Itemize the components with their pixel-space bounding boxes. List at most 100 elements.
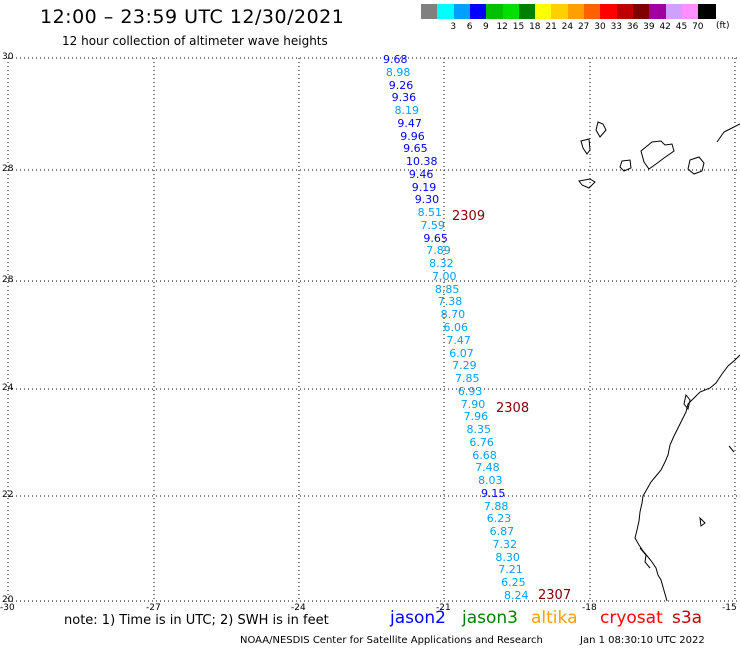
scale-label: 39 (643, 22, 655, 32)
wave-height-label: 7.85 (455, 372, 480, 386)
scale-label: 6 (466, 22, 473, 32)
wave-height-label: 6.93 (457, 384, 483, 398)
lat-label-22: 22 (2, 490, 14, 500)
lon-label-m18: -18 (582, 603, 597, 613)
scale-swatch (649, 4, 668, 19)
wave-height-label: 9.30 (414, 193, 440, 207)
bay (639, 547, 651, 569)
generated-timestamp: Jan 1 08:30:10 UTC 2022 (580, 635, 705, 646)
lat-lon-grid (7, 57, 740, 602)
scale-swatch (600, 4, 619, 19)
pass-label-2307: 2307 (538, 588, 572, 603)
lon-label-m30: -30 (0, 603, 15, 613)
pass-label-2309: 2309 (452, 209, 486, 224)
island-la-palma (580, 138, 591, 155)
wave-height-label: 7.21 (498, 563, 523, 577)
island-tenerife (640, 140, 675, 170)
scale-label: 70 (692, 22, 704, 32)
scale-swatch (632, 4, 651, 19)
island-gran-canaria (687, 156, 705, 175)
wave-height-label: 8.98 (385, 65, 411, 79)
wave-height-label: 8.51 (417, 206, 443, 220)
wave-height-label: 9.65 (403, 142, 428, 156)
scale-swatch (535, 4, 554, 19)
island-lanzarote (595, 121, 607, 138)
island-la-gomera (619, 159, 632, 172)
scale-swatch (518, 4, 537, 19)
wave-height-label: 9.36 (391, 91, 417, 105)
scale-swatch (453, 4, 472, 19)
map-title: 12:00 – 23:59 UTC 12/30/2021 (40, 6, 345, 28)
scale-label: 30 (594, 22, 606, 32)
island-hierro (578, 178, 596, 189)
lon-label-m15: -15 (722, 603, 737, 613)
scale-label: 36 (626, 22, 639, 32)
wave-height-label: 6.07 (449, 346, 474, 360)
wave-height-label: 8.35 (466, 423, 492, 437)
wave-height-label: 7.29 (452, 359, 477, 373)
map-subtitle: 12 hour collection of altimeter wave hei… (62, 34, 328, 48)
scale-swatch (421, 4, 439, 19)
lat-label-28b: 28 (2, 275, 14, 285)
scale-swatch (567, 4, 586, 19)
credit-text: NOAA/NESDIS Center for Satellite Applica… (240, 635, 543, 646)
footer-note: note: 1) Time is in UTC; 2) SWH is in fe… (64, 613, 329, 628)
scale-swatch (616, 4, 635, 19)
wave-height-label: 8.85 (434, 282, 460, 296)
wave-height-label: 7.00 (431, 269, 457, 283)
wave-height-label: 8.32 (429, 257, 454, 271)
scale-label: 33 (610, 22, 623, 32)
scale-swatch (681, 4, 700, 19)
wave-height-label: 8.03 (478, 474, 503, 488)
coastline (578, 121, 740, 602)
wave-height-label: 10.38 (406, 155, 438, 169)
wave-height-label: 7.96 (463, 410, 489, 424)
wave-height-label: 6.06 (443, 321, 469, 334)
scale-label: 42 (659, 22, 671, 32)
scale-swatch (584, 4, 602, 19)
wave-height-label: 9.46 (408, 167, 434, 181)
island-fuerteventura (716, 123, 740, 143)
satellite-jason2: jason2 (390, 608, 446, 628)
wave-height-label: 8.24 (504, 589, 529, 602)
satellite-altika: altika (531, 608, 578, 628)
scale-swatch (486, 4, 505, 19)
african-coast (634, 354, 740, 602)
scale-swatch (665, 4, 684, 19)
satellite-jason3: jason3 (462, 608, 518, 628)
wave-height-label: 8.70 (440, 308, 466, 322)
wave-height-label: 9.47 (397, 116, 422, 130)
scale-label: 12 (496, 22, 508, 32)
wave-height-label: 6.23 (486, 512, 512, 526)
wave-height-label: 7.48 (475, 461, 500, 475)
island-small-1 (699, 516, 706, 527)
scale-label: 9 (483, 22, 489, 32)
satellite-s3a: s3a (672, 608, 703, 628)
lat-label-24: 24 (2, 383, 14, 393)
wave-height-label: 6.25 (501, 576, 526, 590)
wave-height-label: 7.89 (426, 244, 451, 258)
scale-unit: (ft) (716, 21, 730, 31)
scale-swatch (502, 4, 521, 19)
wave-height-label: 8.30 (495, 550, 520, 564)
wave-height-label: 6.87 (489, 525, 515, 539)
wave-height-label: 6.68 (472, 448, 497, 462)
lon-label-m27: -27 (146, 603, 161, 613)
lat-label-28a: 28 (2, 164, 14, 174)
wave-height-label: 7.32 (492, 537, 517, 551)
wave-height-label: 7.38 (437, 295, 463, 309)
wave-height-label: 9.65 (423, 231, 448, 245)
wave-height-label: 9.26 (388, 78, 414, 92)
wave-height-label: 7.88 (483, 499, 509, 513)
scale-swatch (698, 4, 717, 19)
island-small-2 (728, 445, 735, 453)
scale-label: 27 (577, 22, 590, 32)
pass-label-2308: 2308 (496, 401, 530, 416)
wave-height-label: 9.96 (400, 129, 425, 143)
wave-height-label: 9.15 (480, 486, 506, 500)
scale-label: 24 (561, 22, 574, 32)
scale-label: 3 (450, 22, 457, 32)
wave-height-label: 8.19 (394, 104, 420, 118)
lon-label-m24: -24 (291, 603, 306, 613)
